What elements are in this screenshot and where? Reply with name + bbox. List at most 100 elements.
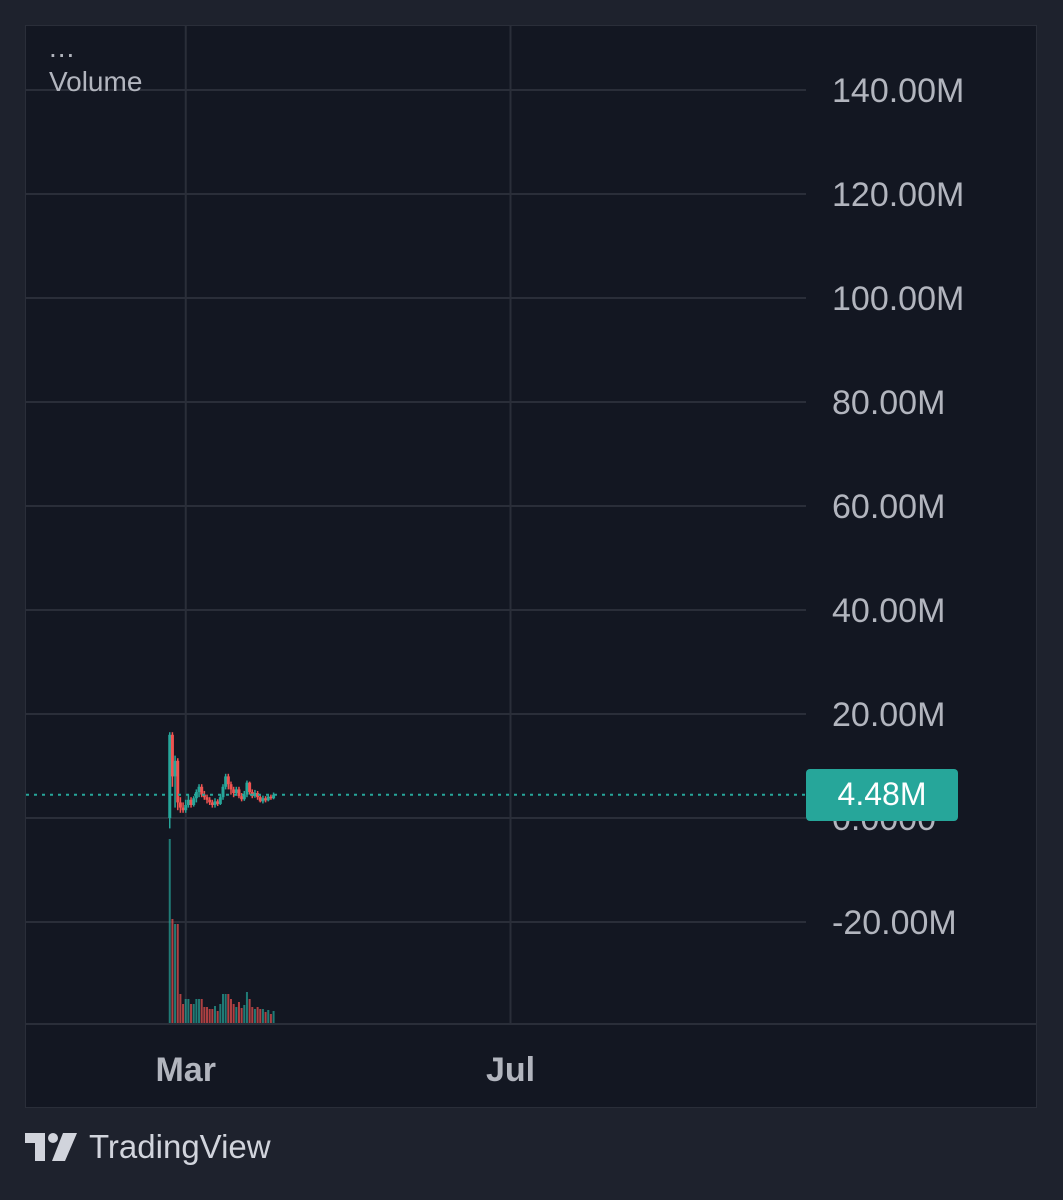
volume-bar-11 bbox=[198, 999, 201, 1024]
volume-bar-7 bbox=[187, 999, 190, 1024]
volume-bar-17 bbox=[214, 1006, 217, 1024]
volume-bar-10 bbox=[195, 999, 198, 1024]
last-price-label: 4.48M bbox=[806, 768, 958, 821]
candles bbox=[168, 732, 276, 829]
candle-body-4 bbox=[178, 802, 182, 808]
candle-body-20 bbox=[221, 786, 225, 798]
volume-bar-14 bbox=[206, 1007, 209, 1024]
volume-bar-37 bbox=[267, 1010, 270, 1024]
candle-body-0 bbox=[168, 734, 172, 818]
volume-bar-2 bbox=[174, 924, 177, 1024]
chart-canvas[interactable]: 140.00M 120.00M 100.00M 80.00M 60.00M 40.00M 2… bbox=[26, 26, 1037, 1108]
volume-bar-28 bbox=[243, 1005, 246, 1024]
volume-bar-24 bbox=[232, 1004, 235, 1024]
candle-body-8 bbox=[189, 799, 193, 805]
y-tick-label-0: 140.00M bbox=[832, 72, 964, 110]
candle-body-17 bbox=[213, 801, 217, 805]
volume-bar-31 bbox=[251, 1007, 254, 1024]
candle-body-29 bbox=[245, 782, 249, 795]
volume-bar-8 bbox=[190, 1004, 193, 1024]
volume-bar-1 bbox=[171, 919, 174, 1024]
candle-body-25 bbox=[234, 789, 238, 794]
tradingview-attribution[interactable]: TradingView bbox=[25, 1128, 271, 1166]
candle-body-9 bbox=[192, 798, 196, 805]
candle-body-28 bbox=[242, 794, 246, 800]
volume-bar-6 bbox=[184, 999, 187, 1024]
y-tick-label-2: 100.00M bbox=[832, 280, 964, 318]
x-axis[interactable]: Mar Jul bbox=[155, 1051, 535, 1089]
volume-bar-4 bbox=[179, 994, 182, 1024]
volume-bar-33 bbox=[256, 1007, 259, 1024]
candle-body-24 bbox=[232, 789, 236, 794]
candle-body-36 bbox=[264, 798, 268, 801]
candle-body-35 bbox=[261, 798, 265, 802]
x-tick-label-0: Mar bbox=[155, 1051, 215, 1089]
candle-body-1 bbox=[170, 734, 174, 777]
y-tick-label-5: 40.00M bbox=[832, 592, 945, 630]
y-tick-label-8: -20.00M bbox=[832, 904, 957, 942]
y-tick-label-1: 120.00M bbox=[832, 176, 964, 214]
y-tick-label-6: 20.00M bbox=[832, 696, 945, 734]
indicator-name: Volume bbox=[49, 66, 143, 97]
volume-bar-27 bbox=[240, 1008, 243, 1024]
volume-bar-5 bbox=[182, 1004, 185, 1024]
volume-bar-38 bbox=[269, 1014, 272, 1024]
volume-bar-18 bbox=[216, 1011, 219, 1024]
volume-bar-23 bbox=[229, 999, 232, 1024]
legend-menu-icon[interactable]: ... bbox=[49, 32, 76, 63]
grid-lines bbox=[26, 26, 806, 1024]
candle-body-6 bbox=[184, 805, 188, 811]
volume-bar-34 bbox=[259, 1009, 262, 1024]
y-tick-label-4: 60.00M bbox=[832, 488, 945, 526]
candle-body-37 bbox=[266, 796, 270, 801]
candle-body-7 bbox=[186, 799, 190, 805]
volume-bar-22 bbox=[227, 994, 230, 1024]
volume-bar-25 bbox=[235, 1007, 238, 1024]
volume-bar-0 bbox=[168, 839, 171, 1024]
brand-name: TradingView bbox=[89, 1128, 271, 1165]
candle-body-15 bbox=[208, 799, 212, 803]
candle-body-13 bbox=[202, 794, 206, 798]
volume-bar-29 bbox=[245, 992, 248, 1024]
candle-body-22 bbox=[226, 776, 230, 785]
volume-bar-21 bbox=[224, 994, 227, 1024]
candle-body-11 bbox=[197, 786, 201, 792]
volume-bar-35 bbox=[261, 1009, 264, 1024]
volume-bar-13 bbox=[203, 1007, 206, 1024]
candle-body-12 bbox=[200, 786, 204, 795]
candle-body-32 bbox=[253, 793, 257, 797]
candle-body-39 bbox=[272, 794, 276, 799]
volume-bar-3 bbox=[176, 924, 179, 1024]
candle-body-2 bbox=[173, 760, 177, 777]
candle-body-34 bbox=[258, 797, 262, 802]
candle-body-14 bbox=[205, 797, 209, 800]
candle-body-26 bbox=[237, 789, 241, 797]
volume-bar-32 bbox=[253, 1009, 256, 1024]
volume-bar-26 bbox=[237, 1002, 240, 1024]
candle-body-27 bbox=[240, 796, 244, 800]
candle-body-19 bbox=[218, 797, 222, 804]
volume-bar-15 bbox=[208, 1009, 211, 1024]
candle-body-33 bbox=[256, 793, 260, 798]
x-tick-label-1: Jul bbox=[486, 1051, 535, 1089]
volume-bar-39 bbox=[272, 1011, 275, 1024]
volume-bar-20 bbox=[221, 994, 224, 1024]
candle-body-3 bbox=[176, 760, 180, 803]
tradingview-logo-icon bbox=[25, 1133, 77, 1161]
candle-body-30 bbox=[248, 782, 252, 792]
chart-pane[interactable]: 140.00M 120.00M 100.00M 80.00M 60.00M 40.00M 2… bbox=[25, 25, 1037, 1108]
volume-bars bbox=[168, 839, 275, 1024]
volume-bar-12 bbox=[200, 999, 203, 1024]
volume-bar-19 bbox=[219, 1004, 222, 1024]
y-tick-label-3: 80.00M bbox=[832, 384, 945, 422]
volume-bar-16 bbox=[211, 1009, 214, 1024]
candle-body-18 bbox=[216, 801, 220, 804]
candle-body-21 bbox=[224, 776, 228, 787]
volume-bar-36 bbox=[264, 1012, 267, 1024]
indicator-legend[interactable]: ... Volume bbox=[49, 32, 143, 98]
candle-body-16 bbox=[210, 802, 214, 805]
candle-body-5 bbox=[181, 807, 185, 811]
volume-bar-9 bbox=[192, 1004, 195, 1024]
candle-body-23 bbox=[229, 784, 233, 790]
volume-bar-30 bbox=[248, 999, 251, 1024]
